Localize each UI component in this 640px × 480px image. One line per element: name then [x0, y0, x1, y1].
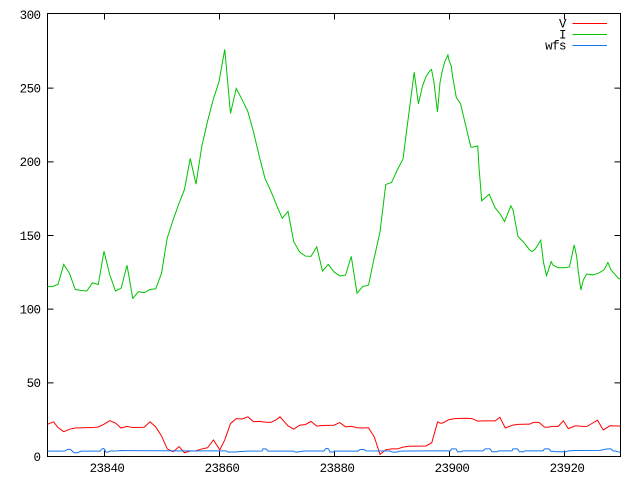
svg-text:200: 200	[20, 156, 41, 170]
svg-text:23880: 23880	[320, 462, 355, 476]
svg-text:wfs: wfs	[545, 40, 566, 54]
svg-text:300: 300	[20, 9, 41, 23]
svg-text:V: V	[559, 18, 567, 32]
svg-text:23840: 23840	[90, 462, 125, 476]
svg-text:I: I	[559, 29, 566, 43]
svg-text:50: 50	[27, 377, 41, 391]
svg-text:150: 150	[20, 230, 41, 244]
svg-text:250: 250	[20, 82, 41, 96]
svg-text:23900: 23900	[435, 462, 470, 476]
svg-text:0: 0	[34, 451, 41, 465]
svg-text:23920: 23920	[550, 462, 585, 476]
svg-text:100: 100	[20, 303, 41, 317]
svg-text:23860: 23860	[205, 462, 240, 476]
